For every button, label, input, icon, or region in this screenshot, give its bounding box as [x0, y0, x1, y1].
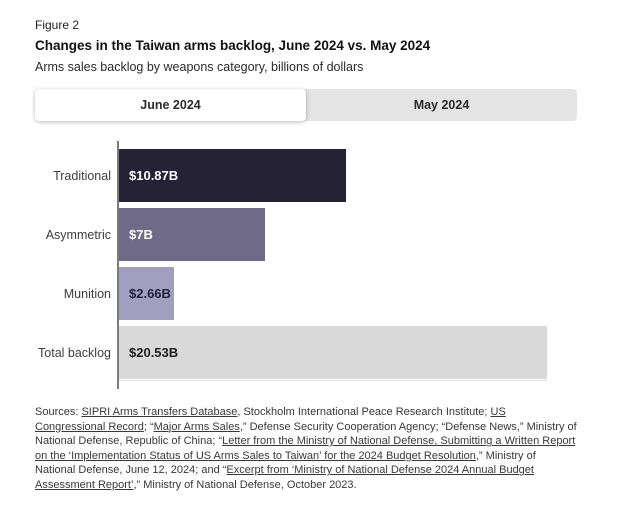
figure-subtitle: Arms sales backlog by weapons category, …: [35, 60, 364, 74]
x-axis-baseline: [119, 380, 547, 381]
bar-chart: Traditional $10.87B Asymmetric $7B Munition $…: [35, 141, 577, 389]
bar-value-label: $10.87B: [129, 168, 179, 183]
chart-row: Traditional $10.87B: [35, 149, 577, 202]
source-link[interactable]: SIPRI Arms Transfers Database: [81, 406, 238, 418]
source-text: ,” Defense Security Cooperation Agency; …: [35, 420, 577, 448]
figure-title: Changes in the Taiwan arms backlog, June…: [35, 38, 431, 53]
chart-row: Asymmetric $7B: [35, 208, 577, 261]
source-text: ,” Ministry of National Defense, October…: [133, 478, 357, 491]
bar-asymmetric: $7B: [119, 208, 265, 261]
bar-traditional: $10.87B: [119, 149, 346, 202]
source-text: Sources:: [35, 406, 82, 418]
source-link[interactable]: Letter from the Ministry of National Def…: [35, 435, 576, 462]
y-axis-line: [117, 141, 119, 389]
tab-may-2024[interactable]: May 2024: [413, 98, 470, 112]
bar-value-label: $7B: [129, 227, 153, 242]
figure-page: Figure 2 Changes in the Taiwan arms back…: [35, 18, 578, 493]
sources-note: Sources: SIPRI Arms Transfers Database, …: [35, 405, 578, 493]
category-label: Total backlog: [38, 345, 111, 360]
chart-row: Total backlog $20.53B: [35, 326, 577, 379]
source-text: ,” Ministry of National Defense, June 12…: [35, 449, 536, 477]
source-link[interactable]: Major Arms Sales: [153, 420, 240, 433]
chart-row: Munition $2.66B: [35, 267, 577, 320]
source-text: ; “: [143, 420, 154, 433]
bar-munition: $2.66B: [119, 267, 174, 320]
category-label: Munition: [63, 286, 111, 301]
period-tabs: June 2024 May 2024: [35, 89, 577, 121]
source-link[interactable]: Excerpt from ‘Ministry of National Defen…: [35, 464, 534, 491]
tab-june-2024[interactable]: June 2024: [35, 89, 306, 121]
bar-total-backlog: $20.53B: [119, 326, 547, 379]
bar-value-label: $2.66B: [129, 286, 171, 301]
source-link[interactable]: US Congressional Record: [35, 406, 506, 433]
category-label: Asymmetric: [45, 227, 111, 242]
figure-label: Figure 2: [35, 18, 80, 32]
category-label: Traditional: [53, 168, 111, 183]
source-text: , Stockholm International Peace Research…: [237, 406, 491, 418]
chart-rows: Traditional $10.87B Asymmetric $7B Munition $…: [35, 149, 577, 379]
bar-value-label: $20.53B: [129, 345, 179, 360]
